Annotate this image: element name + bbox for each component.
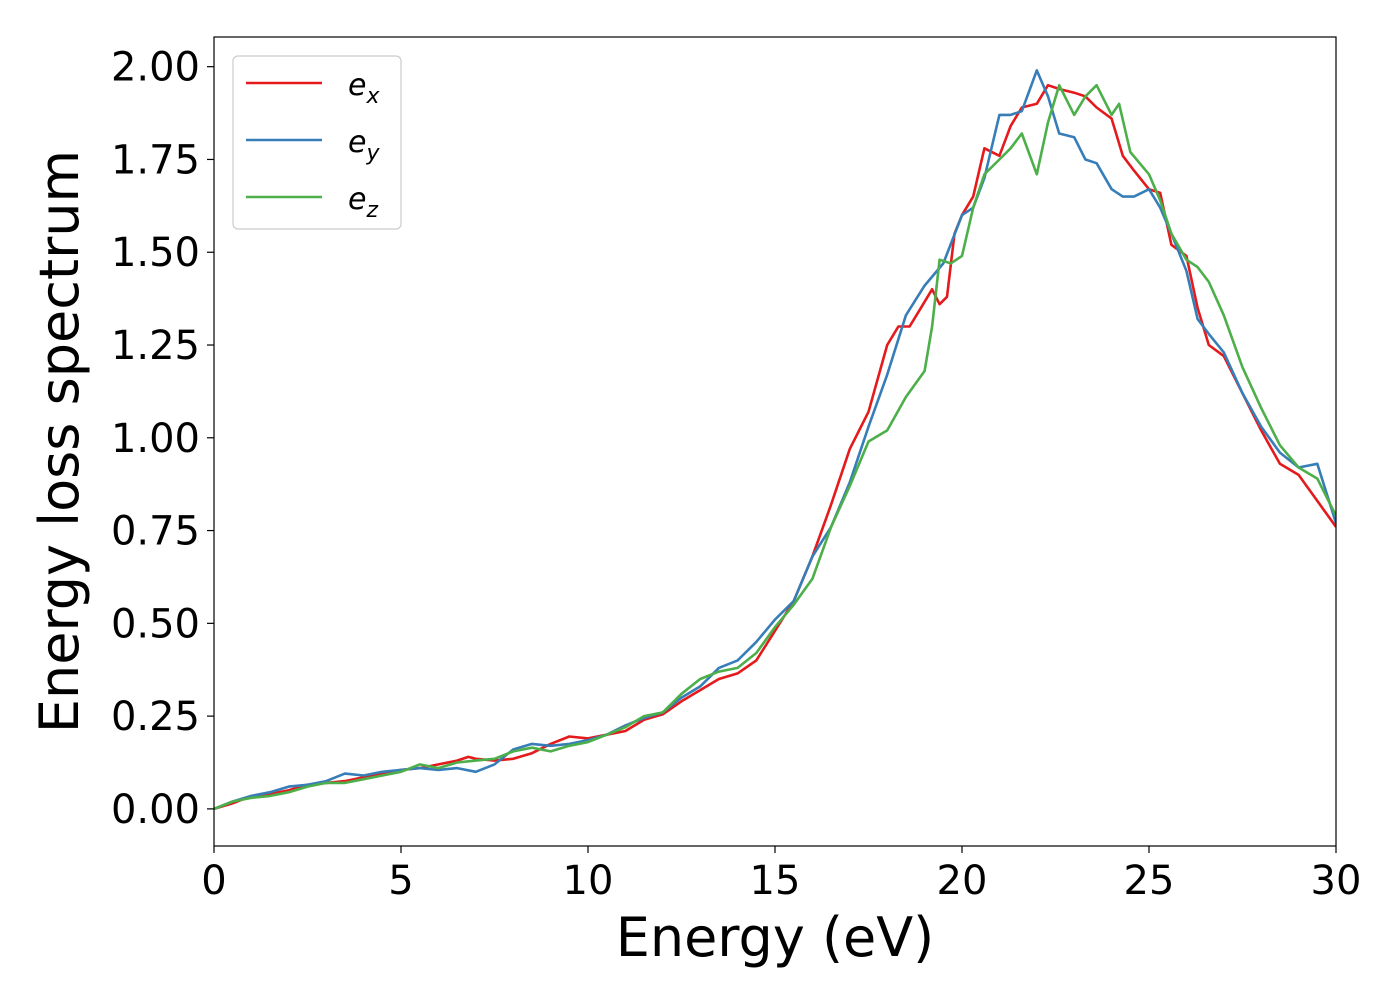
- x-tick-label: 25: [1124, 858, 1175, 904]
- y-tick-label: 0.25: [111, 694, 200, 740]
- x-axis: 0 5 10 15 20 25 30: [201, 846, 1361, 904]
- x-tick-label: 20: [937, 858, 988, 904]
- legend-label-y: ey: [348, 125, 380, 166]
- legend-label-z: ez: [348, 182, 378, 223]
- legend-label-subscript: x: [365, 84, 380, 109]
- legend-label-base: e: [348, 182, 366, 217]
- series-layer: [214, 69, 1336, 811]
- y-tick-label: 1.00: [111, 416, 200, 462]
- x-tick-label: 15: [750, 858, 801, 904]
- y-axis-label: Energy loss spectrum: [28, 150, 91, 733]
- legend-label-subscript: y: [365, 141, 380, 166]
- x-tick-label: 0: [201, 858, 226, 904]
- series-line-z: [214, 83, 1336, 811]
- y-axis: 0.00 0.25 0.50 0.75 1.00 1.25 1.50 1.75 2.00: [111, 45, 214, 833]
- x-tick-label: 10: [563, 858, 614, 904]
- y-tick-label: 1.25: [111, 323, 200, 369]
- legend-label-x: ex: [348, 68, 380, 109]
- legend-box: [232, 55, 402, 230]
- x-axis-label: Energy (eV): [616, 906, 935, 969]
- x-tick-label: 30: [1311, 858, 1362, 904]
- y-tick-label: 0.00: [111, 787, 200, 833]
- y-tick-label: 1.75: [111, 137, 200, 183]
- legend-label-base: e: [348, 125, 366, 160]
- legend-label-base: e: [348, 68, 366, 103]
- legend-label-subscript: z: [365, 198, 378, 223]
- x-tick-label: 5: [388, 858, 413, 904]
- y-tick-label: 1.50: [111, 230, 200, 276]
- y-tick-label: 0.50: [111, 601, 200, 647]
- y-tick-label: 2.00: [111, 45, 200, 91]
- y-tick-label: 0.75: [111, 509, 200, 555]
